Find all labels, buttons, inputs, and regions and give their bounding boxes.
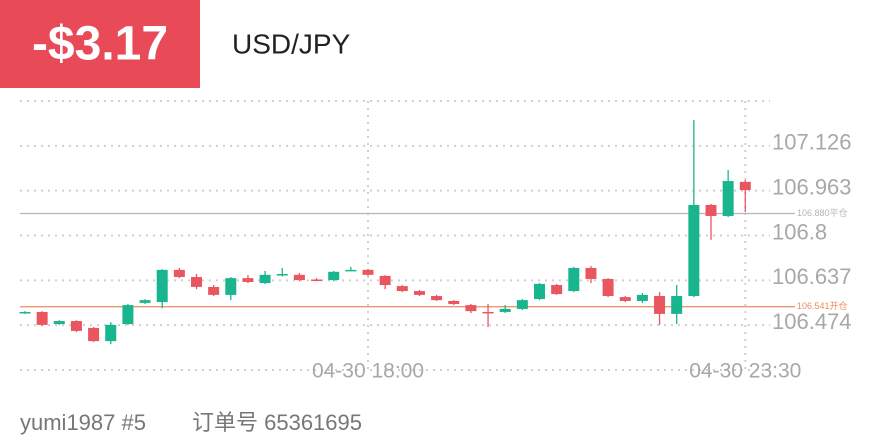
candle-body xyxy=(585,267,597,279)
candle-body xyxy=(568,267,580,292)
y-tick-label: 106.474 xyxy=(772,309,852,334)
candle-body xyxy=(53,321,65,325)
candle-body xyxy=(36,311,48,325)
candle-body xyxy=(362,269,374,275)
candle-body xyxy=(122,305,134,325)
candle-body xyxy=(739,181,751,191)
candle-body xyxy=(636,294,648,301)
pnl-badge xyxy=(0,0,200,88)
candle-body xyxy=(328,271,340,281)
candle-body xyxy=(499,308,511,312)
candle-body xyxy=(242,278,254,282)
pnl: -$3.17 xyxy=(32,18,168,71)
y-tick-label: 106.963 xyxy=(772,174,852,199)
candle-body xyxy=(602,278,614,297)
candle-body xyxy=(688,204,700,297)
candle-body xyxy=(70,321,82,331)
candle-body xyxy=(379,275,391,286)
candle-body xyxy=(551,285,563,295)
x-tick-label: 04-30 23:30 xyxy=(689,360,801,383)
y-tick-label: 107.126 xyxy=(772,130,852,155)
candle-body xyxy=(705,204,717,216)
candle-body xyxy=(722,181,734,216)
candle-body xyxy=(465,305,477,312)
y-tick-label: 106.8 xyxy=(772,219,827,244)
candle-body xyxy=(482,311,494,314)
candle-body xyxy=(259,274,271,284)
candle-body xyxy=(225,278,237,295)
candle-body xyxy=(448,300,460,304)
candle-body xyxy=(516,300,528,309)
candle-body xyxy=(156,269,168,303)
candle-body xyxy=(396,286,408,292)
candle-body xyxy=(345,269,357,272)
candle-body xyxy=(139,300,151,303)
reference-label: 106.880平仓 xyxy=(797,207,848,218)
candle-body xyxy=(619,297,631,301)
y-tick-label: 106.637 xyxy=(772,264,852,289)
candle-body xyxy=(431,296,443,301)
symbol: USD/JPY xyxy=(232,28,351,59)
reference-label: 106.541开仓 xyxy=(797,300,848,311)
candle-body xyxy=(276,274,288,276)
candle-body xyxy=(534,283,545,300)
candle-body xyxy=(413,291,425,295)
x-tick-label: 04-30 18:00 xyxy=(312,360,424,383)
user: yumi1987 #5 xyxy=(20,410,146,435)
candle-body xyxy=(208,286,220,295)
candle-body xyxy=(671,296,683,314)
order: 订单号 65361695 xyxy=(192,410,362,435)
candle-body xyxy=(173,269,185,278)
candle-body xyxy=(88,327,100,342)
candle-body xyxy=(293,274,305,281)
candle-body xyxy=(191,277,202,287)
candle-body xyxy=(311,279,323,282)
candle-body xyxy=(105,324,117,342)
candle-body xyxy=(19,311,31,314)
candle-body xyxy=(654,296,666,314)
